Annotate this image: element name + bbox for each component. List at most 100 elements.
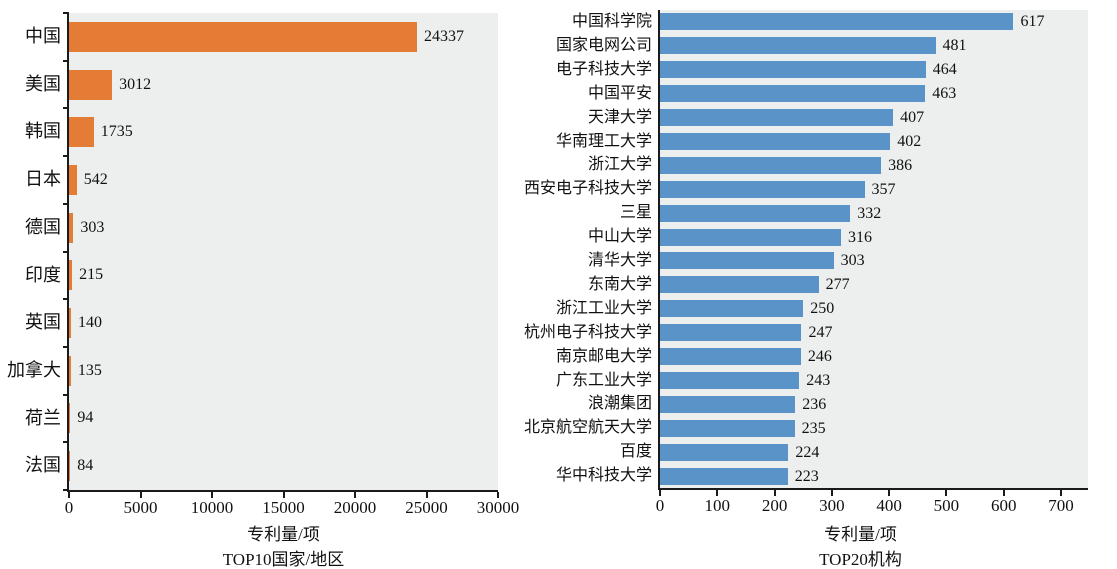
category-label: 韩国 <box>25 121 61 142</box>
category-label: 德国 <box>25 216 61 237</box>
bar <box>660 467 788 485</box>
bar-value-label: 94 <box>77 409 94 427</box>
bar <box>660 180 865 198</box>
bar-value-label: 386 <box>888 156 913 174</box>
category-label: 南京邮电大学 <box>555 347 652 365</box>
bar <box>69 69 113 100</box>
x-axis-tick <box>888 490 891 496</box>
y-axis-tick <box>63 202 69 205</box>
category-label: 中国科学院 <box>571 13 652 30</box>
x-axis-title-left: 专利量/项 <box>247 525 320 544</box>
category-label: 清华大学 <box>587 252 652 269</box>
bar <box>660 348 801 366</box>
bar <box>660 37 936 55</box>
y-axis-tick <box>63 393 69 396</box>
x-axis-line <box>67 490 498 492</box>
x-tick-label: 15000 <box>262 498 305 517</box>
bar <box>660 371 800 389</box>
bar-value-label: 215 <box>79 266 104 284</box>
x-axis-tick <box>830 490 833 496</box>
bar-value-label: 224 <box>795 443 820 461</box>
bar <box>69 212 74 243</box>
x-axis-tick <box>354 492 356 498</box>
y-axis-line <box>658 10 660 490</box>
category-label: 西安电子科技大学 <box>523 180 652 198</box>
category-label: 美国 <box>25 73 61 94</box>
x-tick-label: 600 <box>990 496 1017 515</box>
x-tick-label: 5000 <box>123 498 158 517</box>
bar-value-label: 84 <box>77 457 94 475</box>
bar-value-label: 24337 <box>424 27 465 45</box>
plot-area <box>69 13 498 490</box>
bar <box>69 355 71 386</box>
bar-value-label: 3012 <box>119 75 152 93</box>
x-axis-tick <box>68 492 70 498</box>
y-axis-tick <box>63 489 69 491</box>
bar <box>69 164 77 195</box>
category-label: 华中科技大学 <box>555 467 652 485</box>
x-axis-tick <box>773 490 776 496</box>
bar-value-label: 140 <box>78 314 102 332</box>
bar-value-label: 277 <box>825 276 850 294</box>
bar-value-label: 246 <box>807 348 832 366</box>
y-axis-tick <box>63 345 69 348</box>
bar <box>660 419 795 437</box>
x-tick-label: 700 <box>1048 496 1074 515</box>
bar-value-label: 617 <box>1020 13 1045 31</box>
bar-value-label: 542 <box>83 170 108 188</box>
category-label: 电子科技大学 <box>555 60 652 78</box>
bar-value-label: 481 <box>942 37 967 55</box>
category-label: 三星 <box>619 204 652 222</box>
x-tick-label: 300 <box>819 496 845 515</box>
chart-top10-countries: 专利量/项 TOP10国家/地区 中国 24337 美国 3012 韩国 1735 日本 54… <box>0 0 540 569</box>
x-tick-label: 400 <box>876 496 902 515</box>
bar <box>69 260 73 291</box>
bar-value-label: 135 <box>77 361 102 379</box>
y-axis-tick <box>63 12 69 14</box>
bar <box>69 403 71 434</box>
bar <box>660 156 882 174</box>
bar-value-label: 303 <box>840 252 865 270</box>
x-axis-tick <box>139 492 142 498</box>
bar-value-label: 464 <box>932 61 957 79</box>
category-label: 广东工业大学 <box>555 371 652 389</box>
y-axis-tick <box>63 107 69 110</box>
x-axis-tick <box>1002 490 1005 496</box>
bar <box>660 61 926 79</box>
x-axis-line <box>658 488 1088 490</box>
x-tick-label: 20000 <box>333 498 377 517</box>
bar-value-label: 303 <box>80 218 105 236</box>
y-axis-line <box>67 13 69 492</box>
bar-value-label: 223 <box>794 467 819 485</box>
y-axis-tick <box>63 59 69 62</box>
category-label: 天津大学 <box>587 108 652 126</box>
x-axis-tick <box>945 490 948 496</box>
y-axis-tick <box>63 441 69 444</box>
x-tick-label: 0 <box>655 496 665 515</box>
category-label: 日本 <box>25 169 61 190</box>
category-label: 荷兰 <box>25 407 61 428</box>
x-tick-label: 10000 <box>190 498 234 517</box>
bar-value-label: 407 <box>900 109 925 127</box>
bar <box>660 395 796 413</box>
y-axis-tick <box>63 155 69 158</box>
bar-value-label: 357 <box>871 180 896 198</box>
bar-value-label: 463 <box>932 85 957 103</box>
bar <box>660 132 891 150</box>
category-label: 法国 <box>25 455 61 476</box>
bar <box>660 276 819 294</box>
y-axis-tick <box>63 298 69 301</box>
chart-title-right: TOP20机构 <box>819 550 902 569</box>
x-tick-label: 500 <box>933 496 960 515</box>
bar <box>660 252 834 270</box>
category-label: 中国 <box>25 26 61 46</box>
bar <box>660 204 851 222</box>
category-label: 浙江大学 <box>587 156 652 174</box>
bar-value-label: 316 <box>848 228 873 246</box>
bar <box>69 21 418 52</box>
category-label: 浙江工业大学 <box>555 299 652 317</box>
bar <box>660 85 926 103</box>
bar-value-label: 1735 <box>100 123 133 141</box>
category-label: 中国平安 <box>587 84 652 102</box>
